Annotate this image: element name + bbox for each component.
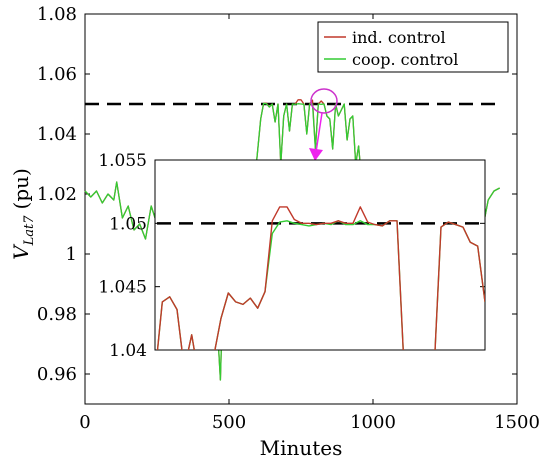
zoom-arrow-line [315,112,323,153]
zoom-arrow-head [309,148,323,161]
inset-y-tick-label: 1.05 [109,214,147,234]
inset-plot-area [154,159,486,351]
legend: ind. control coop. control [317,21,509,73]
legend-box [317,21,509,73]
legend-label-ind: ind. control [352,28,446,47]
y-tick-label: 1.04 [37,124,77,145]
legend-label-coop: coop. control [352,50,458,69]
zoom-marker-circle [310,88,338,114]
y-axis-label-unit: (pu) [9,168,33,209]
x-tick-label: 500 [212,412,246,433]
inset-y-tick-label: 1.055 [98,151,147,171]
x-tick-label: 1500 [494,412,540,433]
inset-y-tick-label: 1.04 [109,341,147,361]
y-axis-label-sub: Lat7 [22,215,37,247]
inset-ticks: 1.04 1.045 1.05 1.055 [98,151,485,361]
inset-series-group [156,206,485,350]
y-axis-label-main: V [9,243,33,260]
y-tick-label: 0.96 [37,364,77,385]
y-tick-label: 1.06 [37,64,77,85]
inset-y-tick-label: 1.045 [98,278,147,298]
inset-series-line-ind [156,206,485,350]
x-axis-label: Minutes [260,436,343,460]
y-axis-label: VLat7 (pu) [9,168,37,260]
y-tick-label: 1.02 [37,184,77,205]
main-ticks: 0 500 1000 1500 0.96 0.98 1 1.02 1.04 1.06 1.08 [37,4,540,433]
y-tick-label: 1 [66,244,77,265]
y-tick-label: 0.98 [37,304,77,325]
x-tick-label: 0 [79,412,90,433]
y-tick-label: 1.08 [37,4,77,25]
svg-text:VLat7(pu): VLat7 (pu) [9,168,37,260]
x-tick-label: 1000 [350,412,396,433]
